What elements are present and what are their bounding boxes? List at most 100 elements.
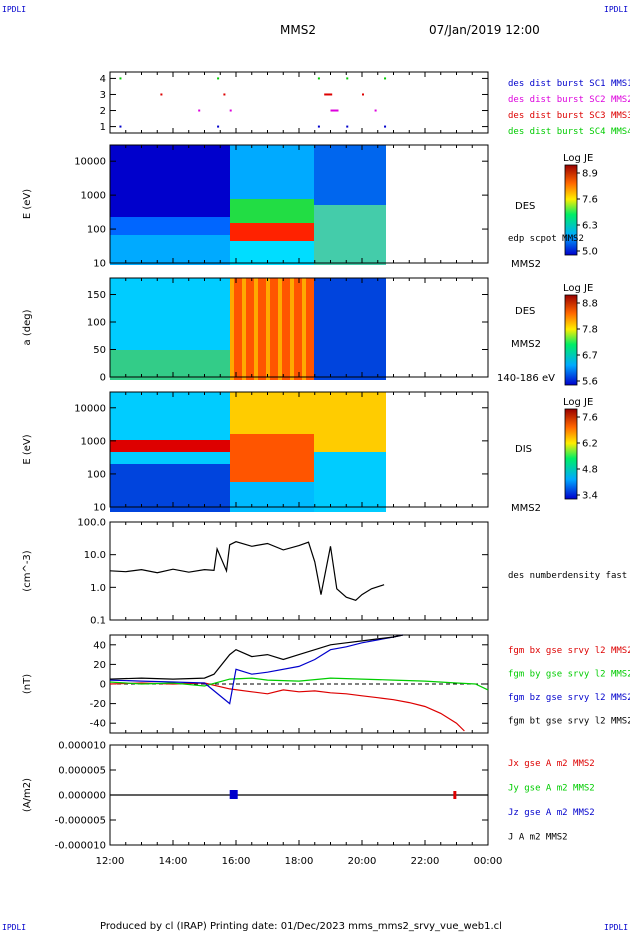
spectrogram-cell bbox=[278, 205, 282, 211]
spectrogram-cell bbox=[250, 223, 254, 229]
spectrogram-cell bbox=[362, 241, 366, 247]
spectrogram-cell bbox=[330, 157, 334, 163]
spectrogram-cell bbox=[326, 464, 330, 470]
spectrogram-cell bbox=[206, 169, 210, 175]
spectrogram-cell bbox=[358, 464, 362, 470]
spectrogram-cell bbox=[322, 500, 326, 506]
spectrogram-cell bbox=[338, 235, 342, 241]
spectrogram-cell bbox=[294, 223, 298, 229]
spectrogram-cell bbox=[378, 241, 382, 247]
spectrogram-cell bbox=[186, 193, 190, 199]
spectrogram-cell bbox=[118, 241, 122, 247]
spectrogram-cell bbox=[174, 482, 178, 488]
spectrogram-cell bbox=[318, 181, 322, 187]
spectrogram-cell bbox=[318, 494, 322, 500]
spectrogram-cell bbox=[362, 404, 366, 410]
spectrogram-cell bbox=[238, 181, 242, 187]
spectrogram-cell bbox=[374, 482, 378, 488]
spectrogram-cell bbox=[350, 187, 354, 193]
spectrogram-cell bbox=[218, 362, 222, 368]
spectrogram-cell bbox=[354, 422, 358, 428]
spectrogram-cell bbox=[166, 302, 170, 308]
spectrogram-cell bbox=[262, 476, 266, 482]
spectrogram-cell bbox=[142, 247, 146, 253]
spectrogram-cell bbox=[302, 253, 306, 259]
spectrogram-cell bbox=[322, 211, 326, 217]
spectrogram-cell bbox=[166, 500, 170, 506]
spectrogram-cell bbox=[250, 235, 254, 241]
spectrogram-cell bbox=[206, 392, 210, 398]
spectrogram-cell bbox=[354, 151, 358, 157]
spectrogram-cell bbox=[226, 205, 230, 211]
spectrogram-cell bbox=[230, 362, 234, 368]
spectrogram-cell bbox=[250, 284, 254, 290]
spectrogram-cell bbox=[330, 229, 334, 235]
spectrogram-cell bbox=[182, 332, 186, 338]
spectrogram-cell bbox=[326, 217, 330, 223]
spectrogram-cell bbox=[246, 500, 250, 506]
spectrogram-cell bbox=[334, 193, 338, 199]
spectrogram-cell bbox=[350, 181, 354, 187]
spectrogram-cell bbox=[186, 205, 190, 211]
spectrogram-cell bbox=[170, 476, 174, 482]
spectrogram-cell bbox=[282, 241, 286, 247]
spectrogram-cell bbox=[266, 494, 270, 500]
spectrogram-cell bbox=[170, 404, 174, 410]
spectrogram-cell bbox=[278, 308, 282, 314]
spectrogram-cell bbox=[154, 458, 158, 464]
spectrogram-cell bbox=[358, 500, 362, 506]
spectrogram-cell bbox=[338, 344, 342, 350]
spectrogram-cell bbox=[350, 434, 354, 440]
spectrogram-cell bbox=[182, 235, 186, 241]
spectrogram-cell bbox=[294, 163, 298, 169]
spectrogram-cell bbox=[206, 440, 210, 446]
spectrogram-cell bbox=[242, 217, 246, 223]
spectrogram-cell bbox=[246, 241, 250, 247]
spectrogram-cell bbox=[278, 332, 282, 338]
spectrogram-cell bbox=[170, 494, 174, 500]
spectrogram-cell bbox=[314, 163, 318, 169]
spectrogram-cell bbox=[142, 362, 146, 368]
spectrogram-cell bbox=[114, 211, 118, 217]
spectrogram-cell bbox=[342, 157, 346, 163]
spectrogram-cell bbox=[158, 157, 162, 163]
spectrogram-cell bbox=[166, 175, 170, 181]
spectrogram-cell bbox=[366, 506, 370, 512]
spectrogram-cell bbox=[326, 229, 330, 235]
spectrogram-cell bbox=[166, 398, 170, 404]
spectrogram-cell bbox=[174, 428, 178, 434]
spectrogram-cell bbox=[134, 259, 138, 265]
spectrogram-cell bbox=[226, 362, 230, 368]
spectrogram-cell bbox=[262, 241, 266, 247]
spectrogram-cell bbox=[202, 320, 206, 326]
spectrogram-cell bbox=[342, 344, 346, 350]
spectrogram-cell bbox=[366, 278, 370, 284]
spectrogram-cell bbox=[326, 247, 330, 253]
spectrogram-cell bbox=[218, 211, 222, 217]
spectrogram-cell bbox=[226, 290, 230, 296]
spectrogram-cell bbox=[314, 434, 318, 440]
spectrogram-cell bbox=[322, 464, 326, 470]
spectrogram-cell bbox=[382, 247, 386, 253]
spectrogram-cell bbox=[234, 235, 238, 241]
spectrogram-cell bbox=[146, 500, 150, 506]
spectrogram-cell bbox=[342, 416, 346, 422]
spectrogram-cell bbox=[338, 476, 342, 482]
spectrogram-cell bbox=[226, 416, 230, 422]
spectrogram-cell bbox=[318, 296, 322, 302]
spectrogram-cell bbox=[178, 332, 182, 338]
spectrogram-cell bbox=[222, 181, 226, 187]
spectrogram-cell bbox=[266, 205, 270, 211]
spectrogram-cell bbox=[330, 458, 334, 464]
spectrogram-cell bbox=[382, 290, 386, 296]
spectrogram-cell bbox=[358, 404, 362, 410]
spectrogram-cell bbox=[250, 187, 254, 193]
spectrogram-cell bbox=[342, 314, 346, 320]
spectrogram-cell bbox=[214, 452, 218, 458]
spectrogram-cell bbox=[290, 308, 294, 314]
spectrogram-cell bbox=[222, 398, 226, 404]
spectrogram-cell bbox=[126, 259, 130, 265]
spectrogram-cell bbox=[234, 320, 238, 326]
spectrogram-cell bbox=[354, 476, 358, 482]
spectrogram-cell bbox=[158, 488, 162, 494]
